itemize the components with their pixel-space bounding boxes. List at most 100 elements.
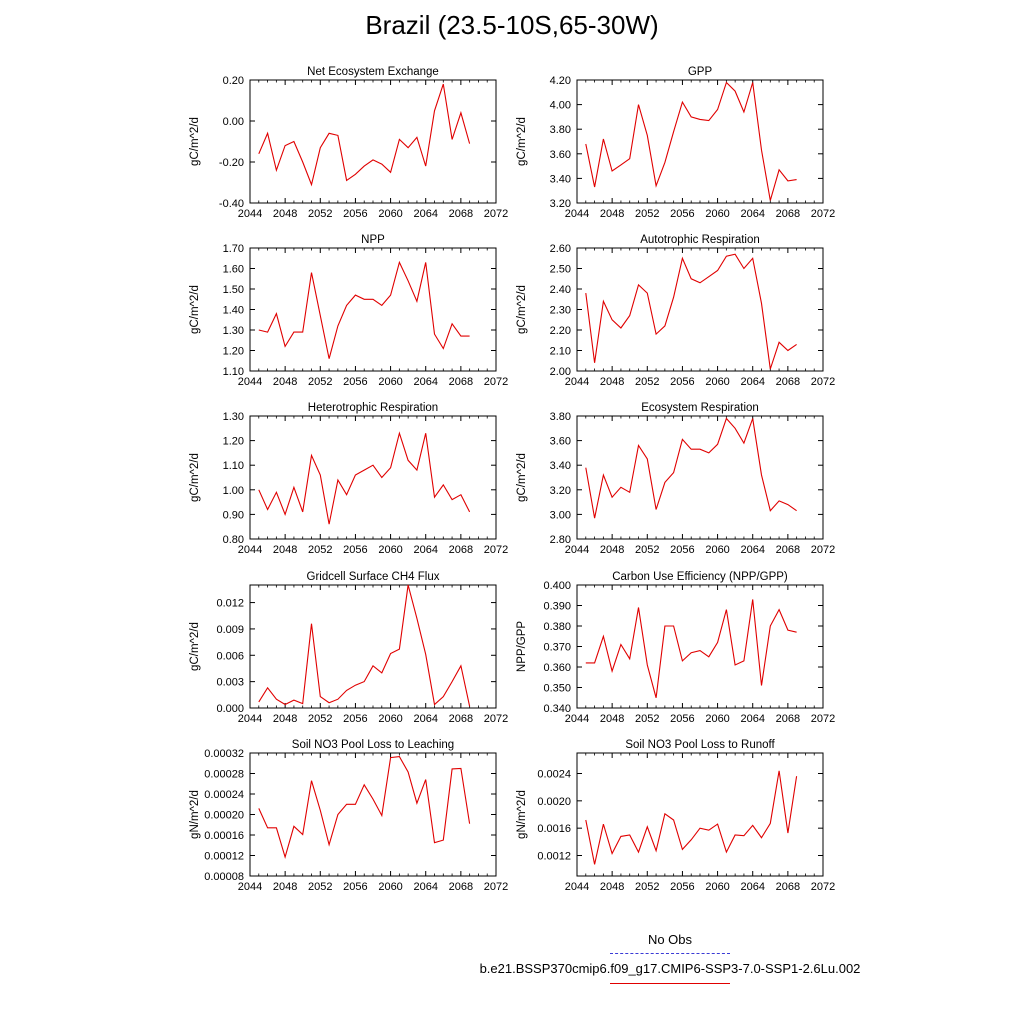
x-tick-label: 2056	[670, 881, 694, 893]
x-tick-label: 2060	[378, 376, 402, 388]
x-tick-label: 2068	[449, 713, 473, 725]
legend-obs-label: No Obs	[647, 932, 693, 947]
y-axis-label: gC/m^2/d	[189, 117, 201, 166]
series-line	[585, 81, 797, 201]
y-axis-label: gC/m^2/d	[516, 285, 528, 334]
y-tick-label: 1.30	[223, 325, 244, 337]
x-tick-label: 2068	[449, 208, 473, 220]
panel-title: Soil NO3 Pool Loss to Runoff	[625, 739, 775, 751]
plot-frame	[576, 415, 824, 540]
y-tick-label: 3.60	[550, 436, 571, 448]
y-tick-label: -0.20	[219, 157, 244, 169]
x-tick-label: 2056	[343, 713, 367, 725]
x-tick-label: 2068	[776, 881, 800, 893]
series-line	[258, 260, 470, 359]
y-tick-label: 0.370	[543, 642, 571, 654]
x-tick-label: 2060	[378, 544, 402, 556]
y-tick-label: 2.80	[550, 534, 571, 546]
y-tick-label: 3.00	[550, 509, 571, 521]
x-tick-label: 2048	[273, 544, 297, 556]
y-tick-label: 1.70	[223, 243, 244, 255]
plot-frame	[576, 584, 824, 709]
x-tick-label: 2044	[565, 544, 589, 556]
y-tick-label: 3.20	[550, 485, 571, 497]
x-tick-label: 2064	[413, 881, 437, 893]
y-tick-label: 0.006	[216, 650, 244, 662]
x-tick-label: 2056	[670, 713, 694, 725]
y-tick-label: 0.380	[543, 621, 571, 633]
y-tick-label: 1.30	[223, 411, 244, 423]
y-tick-label: 2.30	[550, 305, 571, 317]
y-tick-label: 0.00012	[204, 851, 244, 863]
x-tick-label: 2056	[670, 376, 694, 388]
y-tick-label: 0.003	[216, 677, 244, 689]
series-line	[585, 599, 797, 698]
y-tick-label: 0.0012	[537, 851, 571, 863]
y-tick-label: 0.00032	[204, 748, 244, 760]
x-tick-label: 2072	[811, 208, 835, 220]
y-tick-label: 4.00	[550, 100, 571, 112]
plot-frame	[249, 79, 497, 204]
y-tick-label: 2.00	[550, 366, 571, 378]
x-tick-label: 2052	[635, 208, 659, 220]
figure-title: Brazil (23.5-10S,65-30W)	[365, 10, 659, 40]
x-tick-label: 2064	[413, 376, 437, 388]
y-tick-label: 2.20	[550, 325, 571, 337]
x-tick-label: 2072	[811, 713, 835, 725]
x-tick-label: 2072	[484, 881, 508, 893]
series-line	[585, 253, 797, 370]
plot-frame	[249, 752, 497, 877]
plot-frame	[249, 415, 497, 540]
y-tick-label: 1.40	[223, 305, 244, 317]
x-tick-label: 2052	[635, 376, 659, 388]
y-axis-label: gC/m^2/d	[189, 285, 201, 334]
x-tick-label: 2068	[449, 881, 473, 893]
y-tick-label: 0.00008	[204, 871, 244, 883]
y-tick-label: 2.40	[550, 284, 571, 296]
x-tick-label: 2048	[273, 881, 297, 893]
x-tick-label: 2048	[600, 881, 624, 893]
y-tick-label: 0.340	[543, 703, 571, 715]
plot-frame	[576, 247, 824, 372]
x-tick-label: 2060	[705, 544, 729, 556]
plot-frame	[249, 584, 497, 709]
x-tick-label: 2064	[413, 713, 437, 725]
x-tick-label: 2044	[238, 713, 262, 725]
panel-title: Autotrophic Respiration	[640, 234, 760, 246]
panel-title: Heterotrophic Respiration	[308, 402, 438, 414]
series-line	[258, 584, 471, 707]
series-line	[258, 431, 471, 525]
plot-frame	[576, 752, 824, 877]
x-tick-label: 2048	[600, 376, 624, 388]
y-tick-label: 0.012	[216, 598, 244, 610]
y-tick-label: 0.350	[543, 683, 571, 695]
x-tick-label: 2072	[484, 376, 508, 388]
panel-title: Ecosystem Respiration	[641, 402, 759, 414]
x-tick-label: 2052	[308, 208, 332, 220]
x-tick-label: 2064	[740, 208, 764, 220]
x-tick-label: 2044	[238, 544, 262, 556]
y-tick-label: 0.20	[223, 75, 244, 87]
x-tick-label: 2064	[740, 544, 764, 556]
x-tick-label: 2060	[705, 713, 729, 725]
series-line	[585, 770, 798, 865]
y-tick-label: 1.10	[223, 366, 244, 378]
x-tick-label: 2072	[484, 208, 508, 220]
x-tick-label: 2072	[484, 713, 508, 725]
y-tick-label: 3.40	[550, 460, 571, 472]
x-tick-label: 2056	[343, 544, 367, 556]
series-line	[585, 417, 797, 519]
x-tick-label: 2068	[449, 376, 473, 388]
y-tick-label: 3.80	[550, 124, 571, 136]
y-tick-label: -0.40	[219, 198, 244, 210]
y-tick-label: 0.00024	[204, 789, 244, 801]
x-tick-label: 2060	[378, 881, 402, 893]
y-tick-label: 0.0024	[537, 769, 571, 781]
y-tick-label: 0.00028	[204, 769, 244, 781]
x-tick-label: 2072	[484, 544, 508, 556]
x-tick-label: 2068	[776, 713, 800, 725]
y-tick-label: 0.400	[543, 580, 571, 592]
y-axis-label: gC/m^2/d	[516, 453, 528, 502]
y-tick-label: 2.60	[550, 243, 571, 255]
y-tick-label: 0.000	[216, 703, 244, 715]
